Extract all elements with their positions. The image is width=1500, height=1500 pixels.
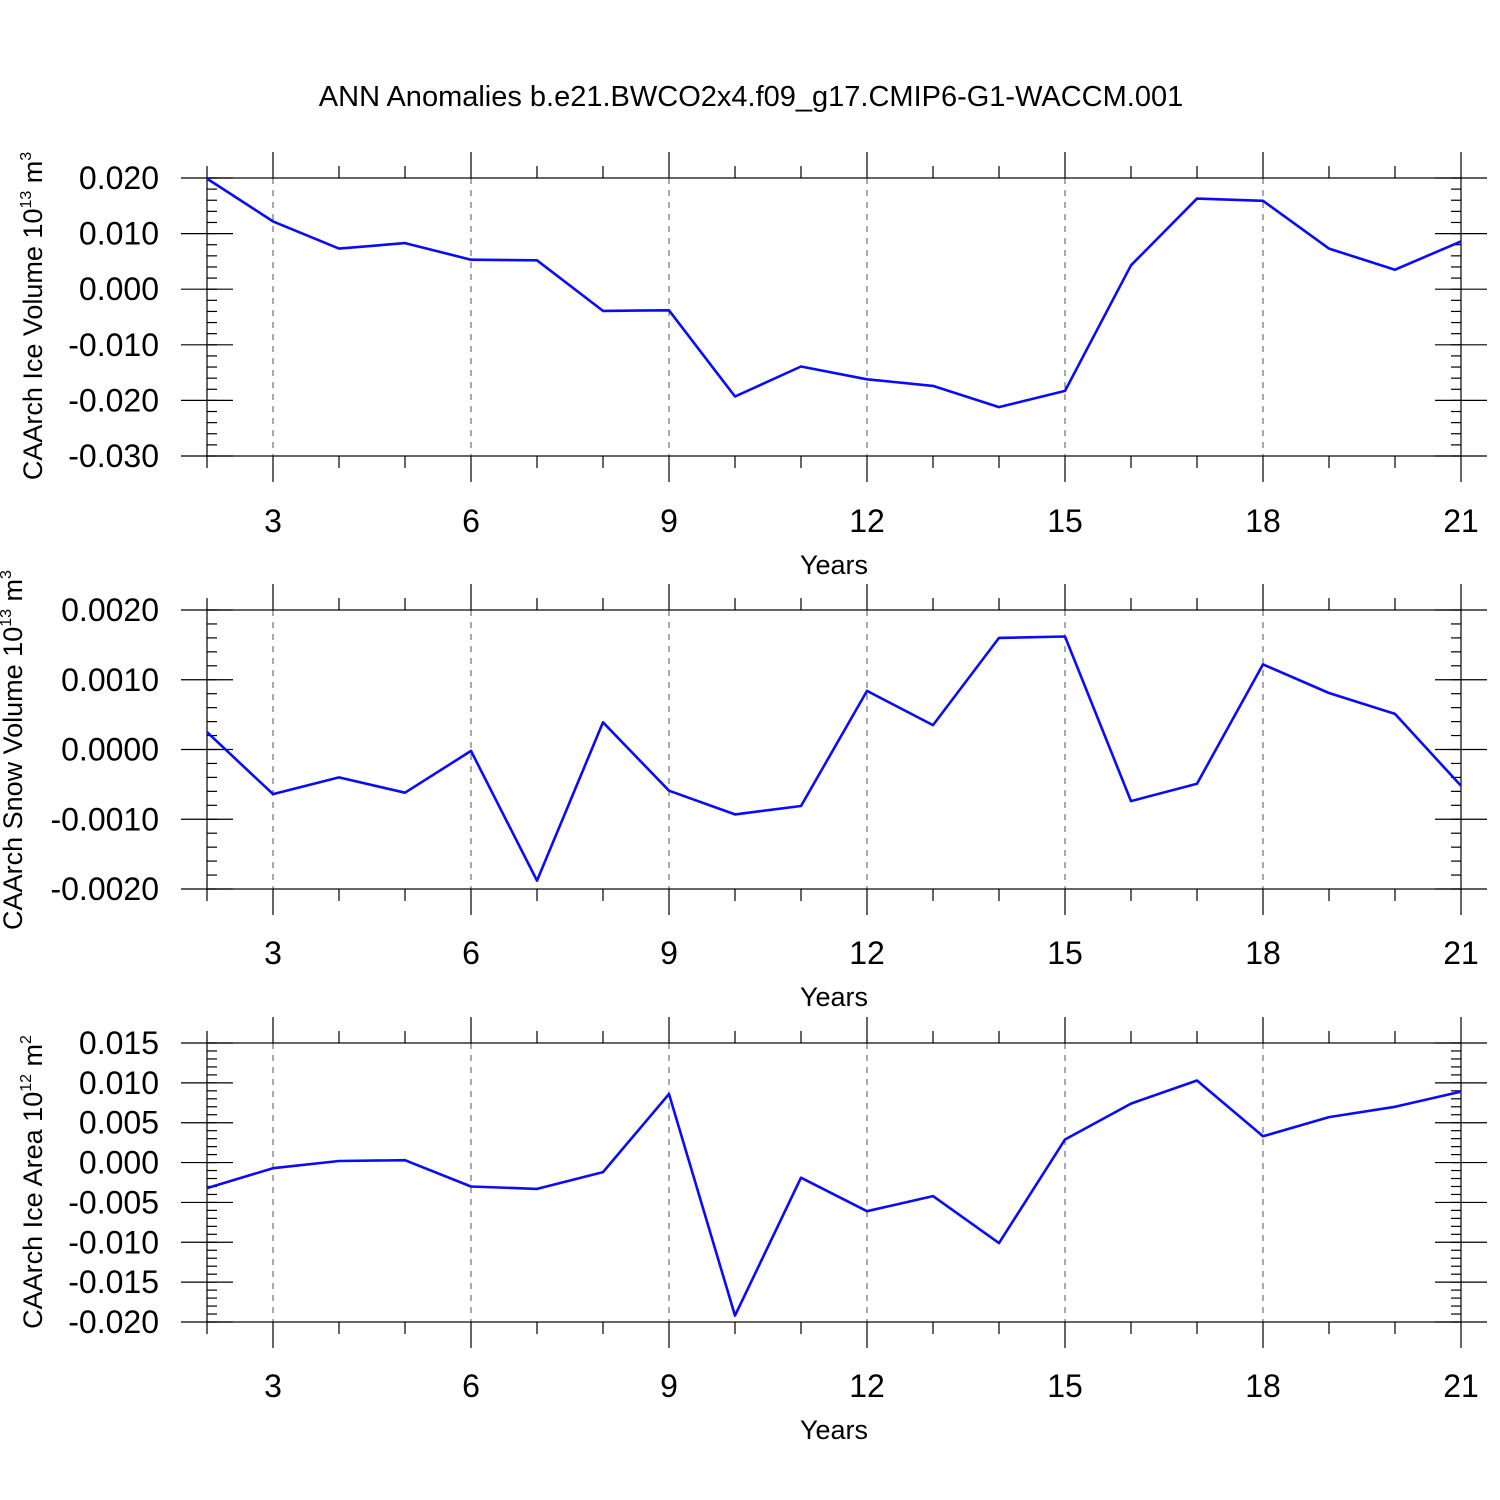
series-line <box>206 1079 1462 1317</box>
x-tick-label: 12 <box>849 1368 885 1404</box>
y-tick-label: -0.0020 <box>50 871 159 907</box>
y-axis-title-exponent: 13 <box>0 609 15 627</box>
plot-frame <box>206 1042 1462 1323</box>
x-tick-label: 15 <box>1047 935 1083 971</box>
y-tick-label: 0.000 <box>79 271 159 307</box>
x-tick-label: 6 <box>462 935 480 971</box>
panel-1: -0.030 -0.020 -0.010 0.000 0.010 0.020 3 6 9 12 15… <box>18 152 1487 580</box>
y-axis-title-unit-exponent: 2 <box>18 1035 35 1044</box>
y-tick-label: 0.0020 <box>61 592 159 628</box>
y-tick-label: 0.010 <box>79 216 159 252</box>
y-axis-title-unit: m <box>18 1044 48 1074</box>
x-axis-title: Years <box>800 1415 868 1445</box>
y-axis-title-unit-exponent: 3 <box>18 152 35 161</box>
y-tick-label: -0.030 <box>68 438 159 474</box>
y-tick-label: 0.015 <box>79 1025 159 1061</box>
y-axis-title-text: CAArch Ice Volume 10 <box>18 209 48 481</box>
y-axis-title-unit: m <box>18 161 48 191</box>
panels: -0.030 -0.020 -0.010 0.000 0.010 0.020 3 6 9 12 15… <box>0 152 1487 1445</box>
x-tick-label: 15 <box>1047 1368 1083 1404</box>
y-tick-label: 0.020 <box>79 160 159 196</box>
y-tick-label: -0.0010 <box>50 801 159 837</box>
y-tick-label: 0.000 <box>79 1145 159 1181</box>
y-tick-label: 0.0010 <box>61 662 159 698</box>
series-line <box>206 635 1462 882</box>
x-tick-label: 6 <box>462 1368 480 1404</box>
y-tick-label: -0.010 <box>68 1224 159 1260</box>
x-tick-label: 18 <box>1245 503 1281 539</box>
x-tick-label: 18 <box>1245 935 1281 971</box>
x-tick-label: 21 <box>1443 1368 1479 1404</box>
y-axis-title-exponent: 12 <box>18 1074 35 1092</box>
x-tick-label: 6 <box>462 503 480 539</box>
figure-title: ANN Anomalies b.e21.BWCO2x4.f09_g17.CMIP… <box>319 81 1183 113</box>
x-tick-label: 3 <box>264 935 282 971</box>
y-axis-title: CAArch Snow Volume 1013 m3 <box>0 570 28 930</box>
x-tick-label: 9 <box>660 935 678 971</box>
x-tick-label: 21 <box>1443 503 1479 539</box>
y-tick-label: -0.020 <box>68 1304 159 1340</box>
y-tick-label: 0.005 <box>79 1105 159 1141</box>
y-axis-title-text: CAArch Ice Area 10 <box>18 1092 48 1329</box>
y-tick-label: -0.005 <box>68 1184 159 1220</box>
y-axis-title: CAArch Ice Volume 1013 m3 <box>18 152 48 480</box>
y-axis-title-unit: m <box>0 579 28 609</box>
y-axis-title-text: CAArch Snow Volume 10 <box>0 627 28 930</box>
y-tick-label: 0.010 <box>79 1065 159 1101</box>
x-tick-label: 3 <box>264 503 282 539</box>
x-tick-label: 9 <box>660 1368 678 1404</box>
x-tick-label: 12 <box>849 935 885 971</box>
y-tick-label: -0.015 <box>68 1264 159 1300</box>
x-tick-label: 15 <box>1047 503 1083 539</box>
panel-2: -0.0020 -0.0010 0.0000 0.0010 0.0020 3 6 9 12 15 1… <box>0 570 1487 1012</box>
series-line <box>206 177 1462 409</box>
y-axis-title: CAArch Ice Area 1012 m2 <box>18 1035 48 1329</box>
y-axis-title-exponent: 13 <box>18 191 35 209</box>
x-tick-label: 12 <box>849 503 885 539</box>
x-axis-title: Years <box>800 550 868 580</box>
y-axis-title-unit-exponent: 3 <box>0 570 15 579</box>
x-tick-label: 9 <box>660 503 678 539</box>
x-axis-title: Years <box>800 982 868 1012</box>
y-tick-label: -0.020 <box>68 382 159 418</box>
y-tick-label: -0.010 <box>68 327 159 363</box>
plot-frame <box>206 177 1462 457</box>
y-tick-label: 0.0000 <box>61 732 159 768</box>
x-tick-label: 21 <box>1443 935 1479 971</box>
x-tick-label: 3 <box>264 1368 282 1404</box>
x-tick-label: 18 <box>1245 1368 1281 1404</box>
